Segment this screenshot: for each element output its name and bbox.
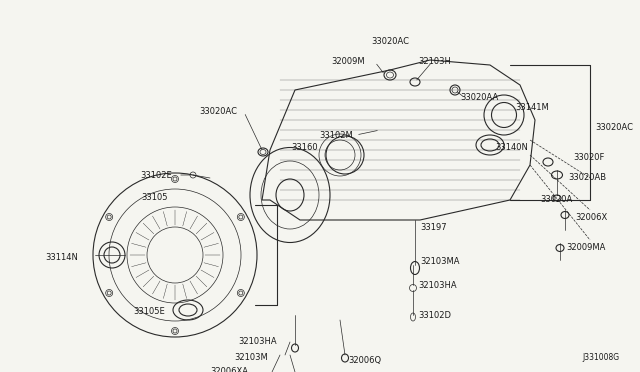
Text: 33102D: 33102D — [418, 311, 451, 320]
Text: 32103HA: 32103HA — [238, 337, 277, 346]
Text: 33141M: 33141M — [515, 103, 548, 112]
Text: 33102E: 33102E — [140, 170, 172, 180]
Text: 32009MA: 32009MA — [566, 244, 605, 253]
Text: 33105: 33105 — [141, 193, 168, 202]
Text: 33020AC: 33020AC — [371, 38, 409, 46]
Text: 33114N: 33114N — [45, 253, 78, 263]
Text: 33020A: 33020A — [540, 196, 572, 205]
Text: 32006Q: 32006Q — [348, 356, 381, 365]
Text: 33020AC: 33020AC — [199, 108, 237, 116]
Text: 33102M: 33102M — [319, 131, 353, 140]
Text: 33197: 33197 — [420, 224, 447, 232]
Text: 32006XA: 32006XA — [210, 368, 248, 372]
Text: 33020AA: 33020AA — [460, 93, 499, 103]
Text: 33140N: 33140N — [495, 144, 528, 153]
Text: 33160: 33160 — [291, 144, 318, 153]
Text: 32103M: 32103M — [234, 353, 268, 362]
Text: J331008G: J331008G — [583, 353, 620, 362]
Text: 32006X: 32006X — [575, 214, 607, 222]
Text: 32009M: 32009M — [332, 58, 365, 67]
Text: 32103MA: 32103MA — [420, 257, 460, 266]
Text: 33020F: 33020F — [573, 154, 604, 163]
Text: 33105E: 33105E — [133, 308, 165, 317]
Text: 33020AB: 33020AB — [568, 173, 606, 183]
Text: 32103H: 32103H — [418, 58, 451, 67]
Text: 33020AC: 33020AC — [595, 124, 633, 132]
Text: 32103HA: 32103HA — [418, 280, 456, 289]
